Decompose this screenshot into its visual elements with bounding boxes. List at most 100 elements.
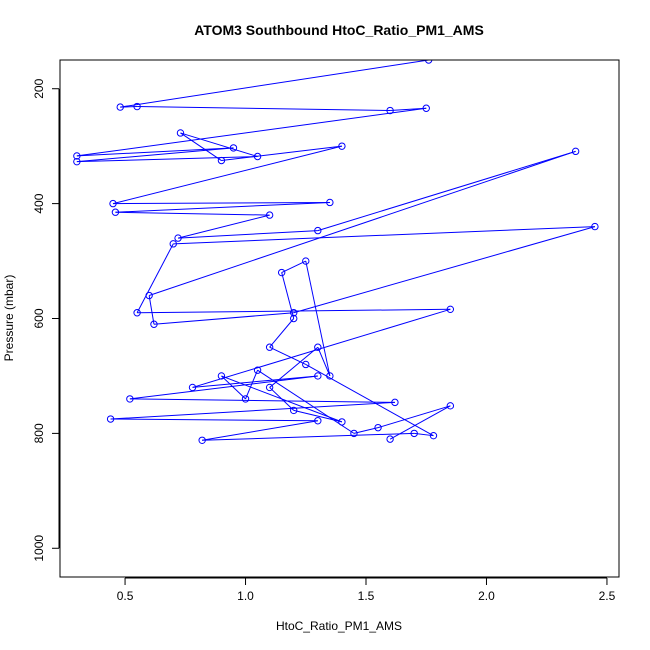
data-point (265, 383, 274, 392)
data-point (265, 211, 274, 219)
data-point (314, 226, 322, 235)
series-segment (153, 312, 294, 325)
y-tick-label: 400 (32, 193, 46, 213)
data-point (106, 415, 115, 423)
data-point (217, 156, 226, 165)
y-axis-label: Pressure (mbar) (2, 275, 16, 362)
data-point (111, 208, 120, 216)
series-segment (221, 145, 342, 162)
data-point (126, 395, 134, 403)
x-tick-label: 0.5 (117, 589, 134, 603)
plot-area (73, 60, 599, 444)
series-segment (192, 308, 451, 388)
series-segment (148, 295, 155, 325)
data-point (302, 257, 310, 265)
series-segment (76, 107, 427, 157)
series-segment (137, 308, 451, 314)
data-point (422, 104, 430, 112)
series-segment (257, 369, 355, 434)
data-point (290, 309, 298, 317)
data-point (169, 240, 177, 248)
data-point (133, 309, 141, 317)
data-point (326, 198, 334, 207)
series-segment (129, 398, 395, 403)
x-axis: 0.5 1.0 1.5 2.0 2.5 (117, 577, 616, 603)
data-point (446, 402, 455, 410)
data-point (302, 360, 310, 369)
y-axis: 200 400 600 800 1000 (32, 78, 60, 562)
data-point (241, 395, 250, 403)
series-segment (76, 147, 234, 163)
series-segment (353, 427, 379, 434)
y-tick-label: 600 (32, 308, 46, 328)
y-tick-label: 1000 (32, 535, 46, 562)
series-segment (112, 145, 343, 205)
data-point (290, 314, 298, 323)
y-tick-label: 800 (32, 423, 46, 443)
series-markers (73, 60, 599, 444)
data-point (374, 423, 382, 432)
series-segment (113, 201, 330, 205)
series-segment (317, 347, 331, 377)
series-segment (245, 370, 259, 400)
series-segment (269, 318, 295, 348)
data-point (410, 429, 418, 438)
data-point (338, 142, 346, 150)
data-point (217, 372, 226, 380)
data-point (571, 147, 580, 156)
data-point (326, 372, 334, 380)
data-point (386, 106, 394, 115)
data-point (314, 343, 322, 351)
series-segment (305, 260, 331, 377)
data-point (424, 60, 433, 64)
series-segment (148, 150, 576, 296)
data-point (253, 152, 262, 161)
series-segment (221, 375, 246, 400)
x-tick-label: 2.5 (599, 589, 616, 603)
data-point (391, 398, 399, 407)
series-segment (76, 147, 234, 157)
series-segment (178, 230, 318, 239)
data-point (338, 418, 346, 426)
x-axis-label: HtoC_Ratio_PM1_AMS (276, 619, 402, 633)
series-segment (120, 106, 138, 108)
data-point (290, 406, 298, 415)
x-tick-label: 1.5 (358, 589, 375, 603)
series-segment (192, 375, 318, 388)
data-point (188, 383, 197, 392)
series-segment (281, 272, 295, 319)
data-point (73, 157, 81, 166)
data-point (350, 429, 358, 438)
series-segment (110, 418, 318, 422)
data-point (314, 417, 322, 425)
series-segment (269, 346, 319, 388)
data-point (314, 372, 322, 380)
data-point (253, 366, 262, 374)
series-segment (202, 432, 415, 441)
x-tick-label: 1.0 (237, 589, 254, 603)
data-point (133, 102, 141, 111)
data-point (174, 234, 182, 242)
series-segment (180, 132, 222, 161)
series-segment (110, 401, 395, 420)
series-lines (76, 60, 596, 441)
plot-frame (59, 59, 620, 578)
data-point (150, 320, 158, 328)
x-tick-label: 2.0 (478, 589, 495, 603)
series-segment (76, 156, 258, 163)
series-segment (317, 150, 576, 232)
series-segment (173, 226, 595, 245)
series-segment (377, 405, 451, 429)
data-point (277, 268, 286, 277)
series-segment (293, 226, 596, 314)
data-point (429, 431, 438, 440)
series-segment (137, 106, 391, 112)
series-segment (221, 375, 343, 423)
data-point (591, 222, 599, 231)
data-point (446, 305, 455, 314)
data-point (73, 152, 81, 160)
series-segment (202, 420, 318, 441)
data-point (176, 129, 185, 137)
